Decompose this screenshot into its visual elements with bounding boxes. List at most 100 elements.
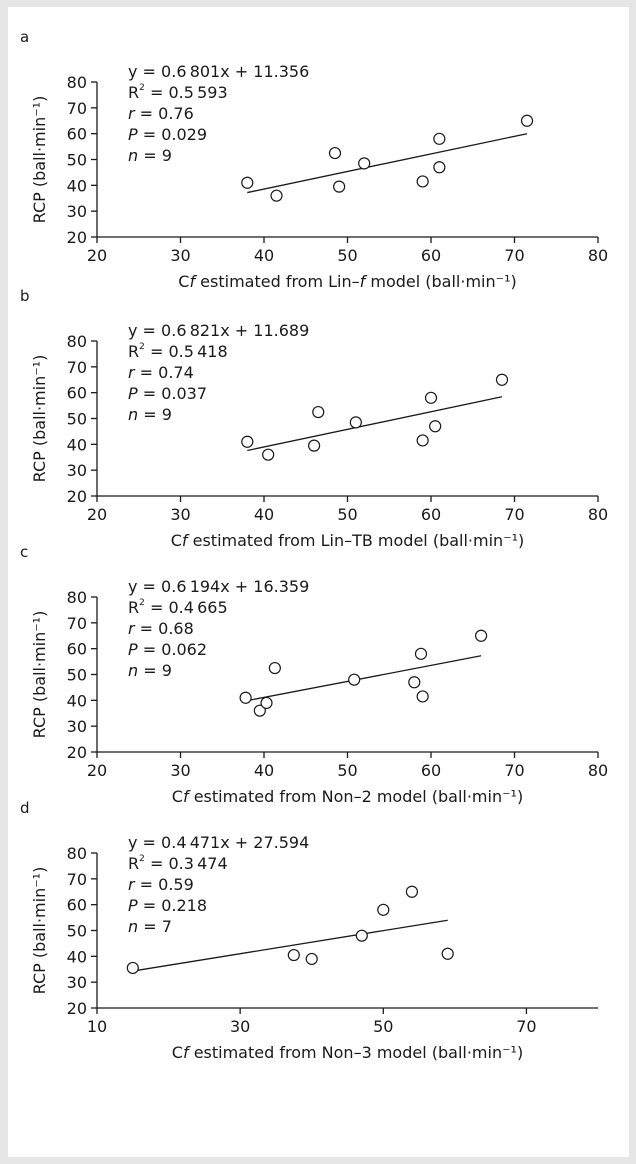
data-point: [349, 416, 362, 429]
p-value: = 0.029: [138, 125, 207, 144]
y-tick-label: 80: [67, 588, 87, 607]
y-tick-label: 40: [67, 176, 87, 195]
r-value: = 0.74: [135, 363, 194, 382]
p-label: P = 0.062: [128, 640, 207, 659]
r-squared-superscript: 2: [139, 342, 145, 352]
y-tick-label: 70: [67, 358, 87, 377]
y-axis-title: RCP (ball·min⁻¹): [30, 611, 49, 739]
y-tick-label: 40: [67, 435, 87, 454]
r-label: r = 0.76: [128, 104, 194, 123]
x-axis-title-prefix: C: [172, 1043, 183, 1062]
r-squared-symbol: R: [128, 342, 139, 361]
p-symbol: P: [128, 125, 138, 144]
n-label: n = 9: [128, 146, 172, 165]
y-tick-label: 30: [67, 461, 87, 480]
x-tick-label: 60: [421, 761, 441, 780]
r-label: r = 0.74: [128, 363, 194, 382]
p-symbol: P: [128, 384, 138, 403]
y-tick-label: 80: [67, 332, 87, 351]
r-symbol: r: [128, 363, 136, 382]
data-point: [270, 189, 283, 202]
data-point: [241, 435, 254, 448]
x-axis-title-suffix: model (ball·min⁻¹): [365, 272, 516, 291]
data-point: [287, 948, 300, 962]
x-tick-label: 20: [87, 761, 107, 780]
p-label: P = 0.037: [128, 384, 207, 403]
data-point: [414, 647, 428, 660]
data-point: [416, 175, 429, 188]
p-label: P = 0.029: [128, 125, 207, 144]
r-squared-symbol: R: [128, 854, 139, 873]
x-tick-label: 70: [504, 505, 524, 524]
x-axis-title-mid: estimated from Non–2 model (ball·min⁻¹): [189, 787, 524, 806]
y-tick-label: 50: [67, 151, 87, 170]
data-point: [312, 405, 325, 419]
r-squared-superscript: 2: [139, 854, 145, 864]
y-tick-label: 60: [67, 640, 87, 659]
x-axis-title: Cf estimated from Lin–f model (ball·min⁻…: [178, 272, 516, 291]
p-value: = 0.037: [138, 384, 207, 403]
data-point: [358, 157, 371, 170]
y-axis-title: RCP (ball·min⁻¹): [30, 355, 49, 483]
data-point: [475, 629, 488, 642]
y-tick-label: 70: [67, 99, 87, 118]
r-label: r = 0.68: [128, 619, 194, 638]
data-point: [433, 161, 446, 174]
r-squared-superscript: 2: [139, 598, 145, 608]
r-symbol: r: [128, 104, 136, 123]
data-point: [126, 961, 139, 975]
x-tick-label: 70: [504, 761, 524, 780]
data-point: [405, 885, 419, 898]
n-value: = 7: [138, 917, 172, 936]
p-symbol: P: [128, 896, 138, 915]
data-point: [308, 439, 321, 452]
r-squared-label: R2 = 0.4 665: [128, 598, 228, 617]
regression-equation: y = 0.4 471x + 27.594: [128, 833, 309, 852]
r-squared-symbol: R: [128, 83, 139, 102]
y-tick-label: 70: [67, 870, 87, 889]
x-axis-title-mid: estimated from Lin–TB model (ball·min⁻¹): [188, 531, 525, 550]
x-axis-title-italic: f: [182, 531, 190, 550]
x-tick-label: 10: [87, 1017, 107, 1036]
y-axis-title: RCP (ball·min⁻¹): [30, 867, 49, 995]
x-tick-label: 70: [504, 246, 524, 265]
x-axis-title: Cf estimated from Lin–TB model (ball·min…: [171, 531, 525, 550]
panel-letter: c: [20, 543, 28, 561]
chart-panel-c: c 20 30 40 50 60 70 80 20 30 40 50 60 70 80 RCP (ball·m…: [20, 543, 608, 806]
data-point: [495, 373, 509, 386]
r-squared-value: = 0.5 418: [145, 342, 228, 361]
x-axis-title-prefix: C: [171, 531, 182, 550]
x-tick-label: 50: [337, 505, 357, 524]
x-tick-label: 80: [588, 246, 608, 265]
n-label: n = 7: [128, 917, 172, 936]
x-tick-label: 50: [337, 761, 357, 780]
r-squared-value: = 0.3 474: [145, 854, 228, 873]
y-tick-label: 30: [67, 202, 87, 221]
data-point: [262, 448, 275, 461]
x-axis-title-italic: f: [183, 787, 191, 806]
r-squared-symbol: R: [128, 598, 139, 617]
data-point: [328, 146, 342, 160]
r-label: r = 0.59: [128, 875, 194, 894]
regression-line: [247, 396, 503, 452]
n-symbol: n: [128, 146, 138, 165]
regression-equation: y = 0.6 821x + 11.689: [128, 321, 309, 340]
x-axis-title: Cf estimated from Non–2 model (ball·min⁻…: [172, 787, 523, 806]
y-tick-label: 60: [67, 384, 87, 403]
y-axis-title: RCP (ball·min⁻¹): [30, 96, 49, 224]
r-squared-superscript: 2: [139, 83, 145, 93]
figure-panel: a 20 30 40 50 60 70 80 20 30 40 50 60 70 80 RCP (ball·m…: [8, 7, 629, 1157]
r-symbol: r: [128, 619, 136, 638]
scatter-charts: a 20 30 40 50 60 70 80 20 30 40 50 60 70 80 RCP (ball·m…: [20, 28, 608, 1062]
regression-line: [247, 133, 528, 194]
r-value: = 0.59: [135, 875, 194, 894]
n-value: = 9: [138, 405, 172, 424]
chart-panel-d: d 20 30 40 50 60 70 80 10 30 50 70 RCP (ball·min⁻¹) C…: [20, 799, 598, 1062]
y-tick-label: 80: [67, 844, 87, 863]
regression-line: [247, 655, 482, 702]
data-point: [348, 673, 361, 686]
x-tick-label: 40: [254, 505, 274, 524]
x-tick-label: 50: [373, 1017, 393, 1036]
regression-equation: y = 0.6 801x + 11.356: [128, 62, 309, 81]
r-squared-value: = 0.4 665: [145, 598, 228, 617]
